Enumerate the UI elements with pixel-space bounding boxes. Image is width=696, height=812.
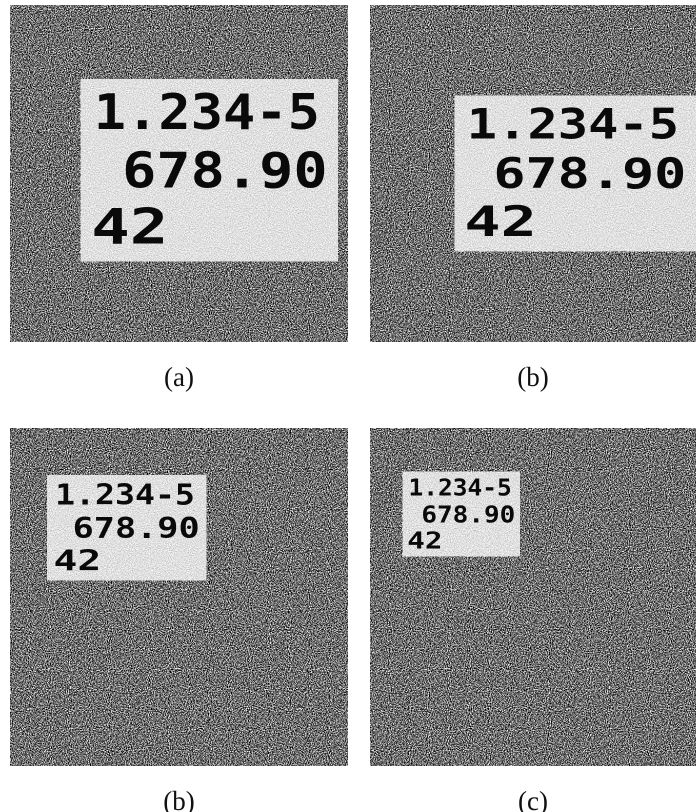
digit-line: 1.234-5	[55, 478, 195, 511]
caption: (a)	[164, 362, 194, 392]
digit-line: 678.90	[122, 141, 328, 199]
caption: (b)	[163, 786, 194, 812]
digit-line: 42	[407, 529, 442, 555]
digit-line: 42	[54, 544, 102, 577]
digit-line: 678.90	[421, 502, 515, 528]
digit-line: 1.234-5	[467, 99, 679, 148]
figure: 1.234-5678.9042(a)1.234-5678.9042(b)1.23…	[0, 0, 696, 812]
caption: (b)	[517, 362, 548, 392]
digit-line: 1.234-5	[94, 83, 320, 141]
digit-line: 1.234-5	[408, 475, 511, 501]
digit-line: 678.90	[493, 149, 686, 198]
caption: (c)	[518, 786, 548, 812]
digit-line: 678.90	[73, 512, 200, 545]
digit-line: 42	[464, 197, 536, 246]
digit-line: 42	[91, 198, 168, 256]
